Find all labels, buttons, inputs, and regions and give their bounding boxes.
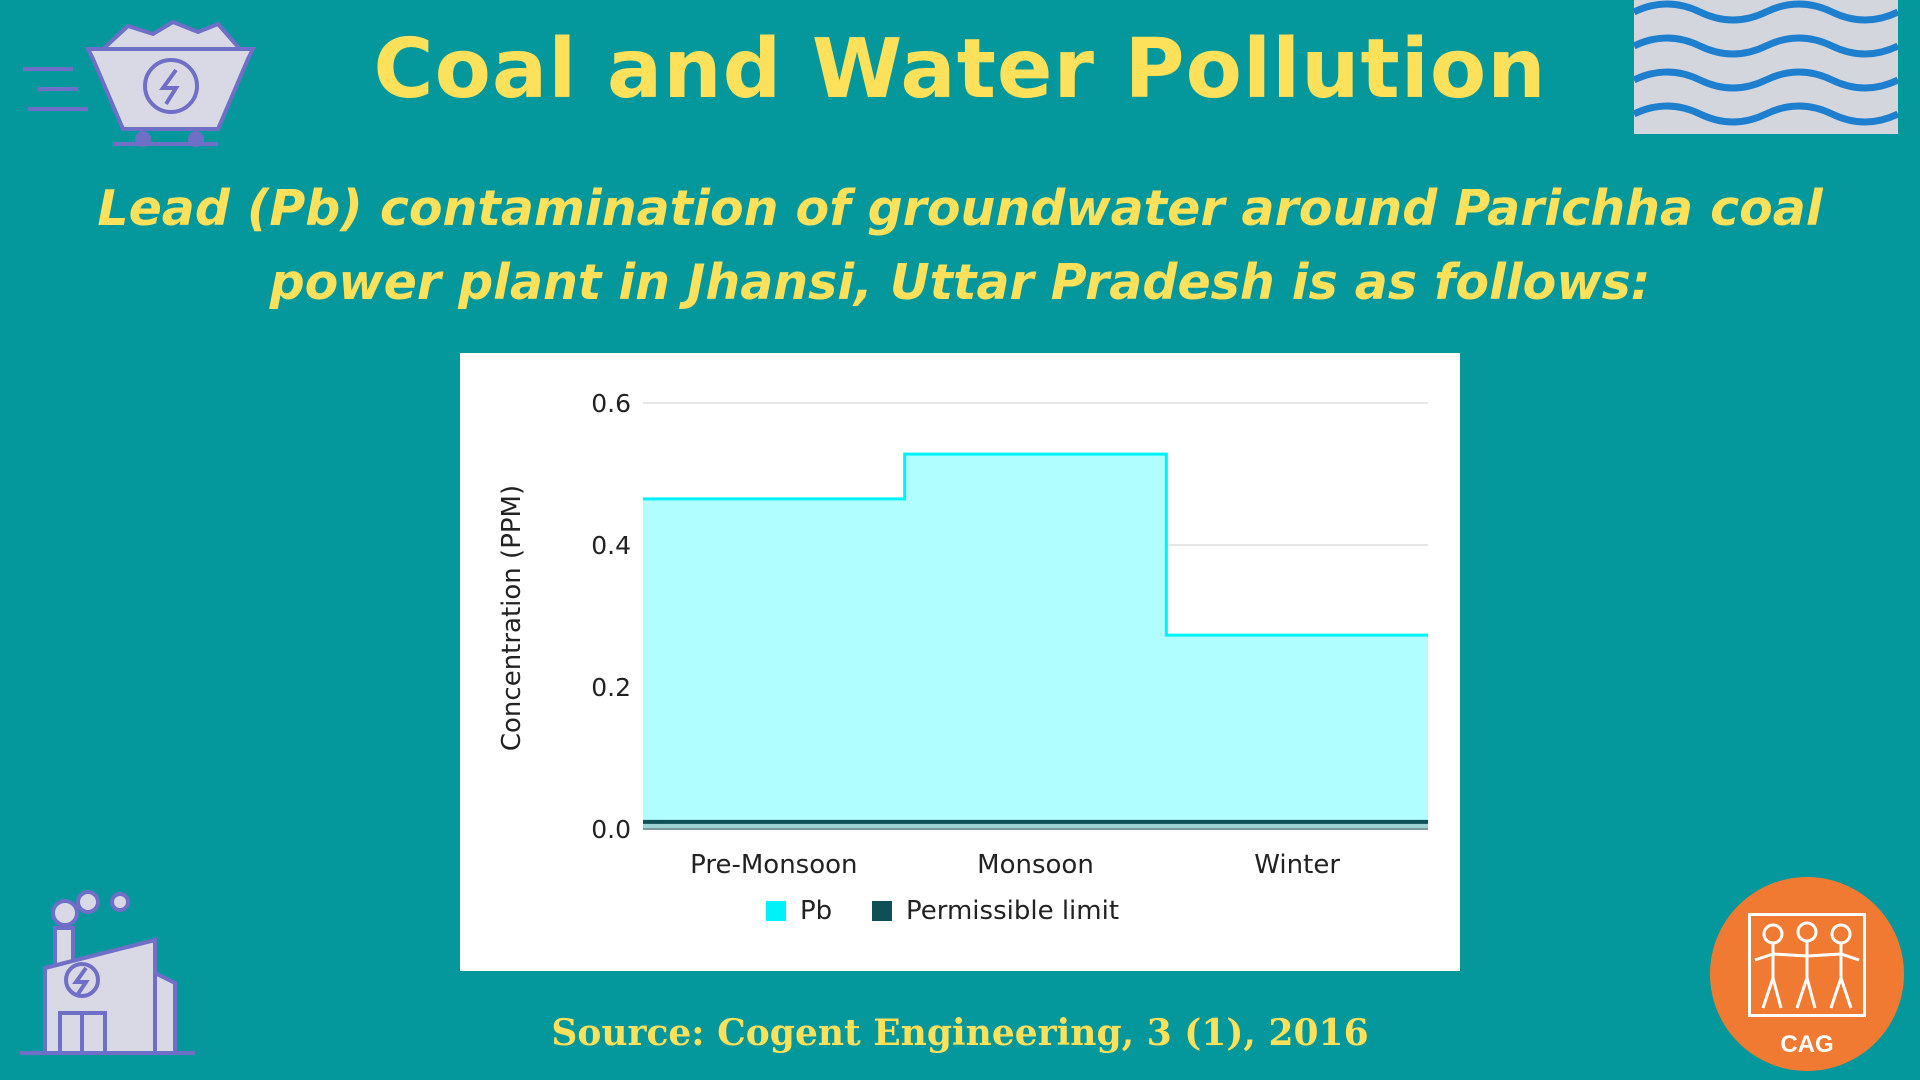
page-title: Coal and Water Pollution (373, 22, 1547, 117)
y-tick-label: 0.0 (591, 815, 631, 844)
pb-area (643, 454, 1428, 829)
y-tick-label: 0.4 (591, 531, 631, 560)
legend-label-pb: Pb (800, 896, 832, 926)
x-tick-label: Winter (1254, 850, 1340, 880)
cag-logo: CAG (1710, 877, 1904, 1071)
source-citation: Source: Cogent Engineering, 3 (1), 2016 (551, 1012, 1369, 1054)
legend-swatch-permissible-limit (872, 901, 892, 921)
power-plant-icon (20, 890, 195, 1055)
pb-line (643, 452, 1428, 637)
people-icon (1754, 921, 1860, 1009)
x-tick-label: Pre-Monsoon (690, 850, 857, 880)
coal-cart-icon (23, 19, 257, 147)
legend-swatch-pb (766, 901, 786, 921)
y-tick-label: 0.2 (591, 673, 631, 702)
water-waves-icon (1634, 0, 1898, 134)
y-tick-label: 0.6 (591, 389, 631, 418)
cag-logo-text: CAG (1780, 1031, 1834, 1058)
cag-logo-frame (1748, 913, 1866, 1017)
y-axis-label: Concentration (PPM) (497, 485, 527, 751)
lead-concentration-chart: 0.0 0.2 0.4 0.6 Pre-Monsoon Monsoon Winter Conc… (497, 389, 1428, 926)
chart-card: 0.0 0.2 0.4 0.6 Pre-Monsoon Monsoon Winter Conc… (460, 353, 1460, 971)
permissible-limit-area (643, 821, 1428, 829)
legend-label-permissible-limit: Permissible limit (906, 896, 1119, 926)
x-tick-label: Monsoon (977, 850, 1094, 880)
page-subtitle: Lead (Pb) contamination of groundwater a… (97, 180, 1823, 311)
